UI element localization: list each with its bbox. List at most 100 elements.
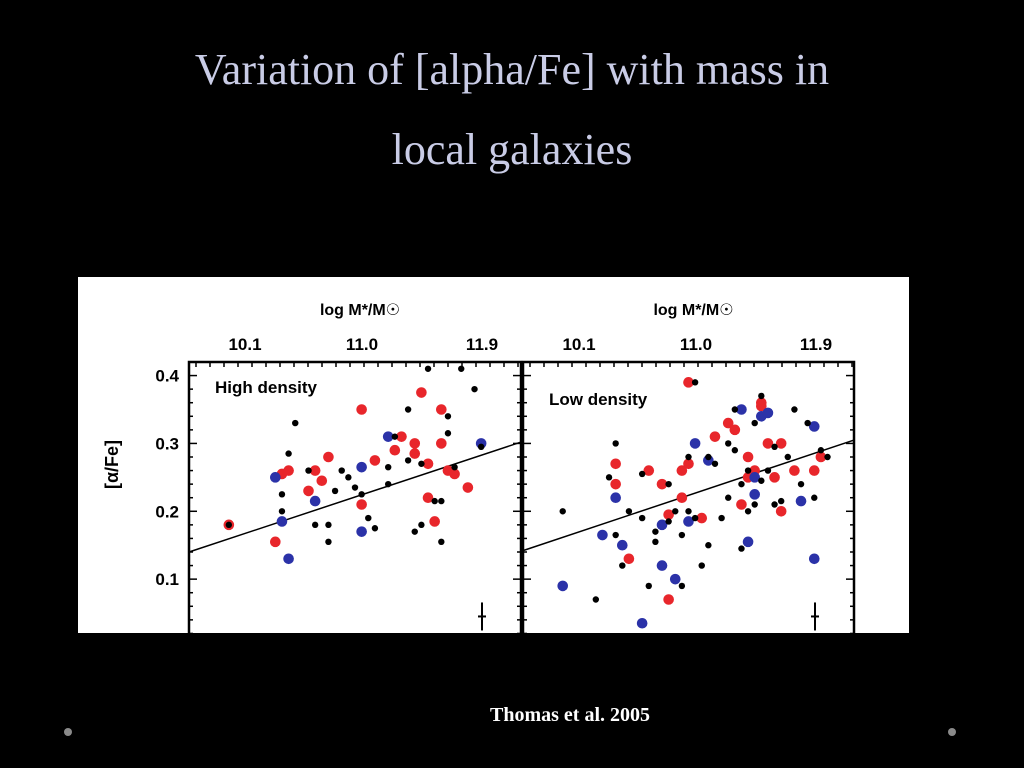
data-point-black bbox=[285, 450, 292, 457]
data-point-black bbox=[751, 419, 758, 427]
data-point-black bbox=[731, 406, 739, 413]
top-tick-label: 11.0 bbox=[680, 335, 712, 354]
data-point-black bbox=[777, 497, 785, 505]
data-point-red bbox=[656, 478, 668, 490]
data-point-black bbox=[691, 514, 699, 522]
data-point-black bbox=[385, 463, 392, 471]
data-point-black bbox=[817, 447, 825, 454]
top-tick-label: 10.1 bbox=[562, 335, 595, 354]
data-point-black bbox=[678, 531, 686, 539]
data-point-black bbox=[345, 474, 352, 481]
data-point-blue bbox=[610, 492, 621, 504]
data-point-red bbox=[422, 458, 434, 470]
data-point-black bbox=[278, 491, 286, 498]
data-point-black bbox=[358, 491, 365, 498]
data-point-red bbox=[676, 465, 688, 476]
data-point-red bbox=[643, 465, 655, 476]
data-point-black bbox=[784, 453, 791, 461]
data-point-black bbox=[804, 419, 811, 427]
data-point-blue bbox=[356, 526, 367, 537]
fit-line-2 bbox=[522, 439, 855, 552]
data-point-red bbox=[815, 451, 827, 463]
panel-label-1: High density bbox=[215, 378, 318, 397]
data-point-red bbox=[663, 509, 674, 520]
y-tick-label: 0.1 bbox=[155, 570, 179, 589]
data-point-black bbox=[451, 463, 458, 471]
data-point-blue bbox=[795, 495, 807, 507]
data-point-blue bbox=[689, 438, 701, 449]
data-point-red bbox=[309, 465, 321, 476]
data-point-black bbox=[411, 528, 418, 535]
data-point-blue bbox=[636, 617, 648, 629]
data-point-blue bbox=[762, 407, 774, 419]
data-point-black bbox=[711, 460, 719, 467]
data-point-red bbox=[462, 482, 474, 493]
data-point-blue bbox=[736, 404, 747, 415]
data-point-blue bbox=[742, 536, 754, 548]
data-point-black bbox=[471, 385, 478, 393]
data-point-black bbox=[685, 508, 692, 515]
data-point-blue bbox=[617, 539, 628, 551]
data-point-black bbox=[278, 508, 286, 515]
data-point-red bbox=[729, 424, 741, 436]
data-point-black bbox=[744, 467, 752, 474]
panel-frame-1 bbox=[187, 360, 523, 633]
data-point-red bbox=[683, 377, 694, 388]
data-point-black bbox=[678, 582, 686, 590]
data-point-blue bbox=[597, 529, 608, 541]
data-point-black bbox=[672, 508, 679, 515]
data-point-black bbox=[559, 508, 566, 515]
data-point-black bbox=[758, 392, 765, 400]
nav-dot-left[interactable] bbox=[64, 728, 72, 736]
data-point-red bbox=[356, 404, 367, 415]
data-point-black bbox=[612, 531, 619, 539]
data-point-red bbox=[775, 505, 787, 517]
data-point-red bbox=[449, 468, 460, 480]
panel-frame-2 bbox=[521, 360, 856, 633]
data-point-black bbox=[764, 467, 772, 474]
data-point-black bbox=[351, 484, 359, 491]
data-point-black bbox=[404, 457, 412, 464]
data-point-black bbox=[797, 480, 805, 488]
y-tick-label: 0.4 bbox=[155, 367, 179, 386]
data-point-red bbox=[409, 448, 421, 459]
data-point-red bbox=[389, 444, 401, 456]
data-point-red bbox=[369, 455, 381, 466]
data-point-black bbox=[705, 542, 712, 549]
top-tick-label: 11.9 bbox=[800, 335, 832, 354]
data-point-red bbox=[736, 499, 747, 510]
data-point-red bbox=[436, 438, 447, 449]
data-point-blue bbox=[270, 472, 281, 483]
data-point-blue bbox=[669, 573, 681, 585]
data-point-blue bbox=[283, 553, 294, 565]
citation: Thomas et al. 2005 bbox=[490, 704, 650, 726]
y-tick-label: 0.3 bbox=[155, 434, 179, 453]
slide-title: Variation of [alpha/Fe] with mass in loc… bbox=[60, 30, 964, 190]
data-point-black bbox=[811, 494, 818, 501]
data-point-black bbox=[225, 521, 233, 529]
data-point-black bbox=[325, 521, 332, 529]
nav-dot-right[interactable] bbox=[948, 728, 956, 736]
data-point-black bbox=[365, 514, 372, 522]
data-point-black bbox=[771, 501, 778, 508]
top-tick-label: 11.0 bbox=[346, 335, 378, 354]
y-tick-label: 0.2 bbox=[155, 502, 179, 521]
data-point-black bbox=[725, 494, 732, 501]
data-point-black bbox=[438, 538, 445, 546]
data-point-black bbox=[791, 406, 798, 413]
data-point-black bbox=[652, 538, 659, 546]
data-point-blue bbox=[557, 580, 569, 592]
data-point-black bbox=[718, 514, 725, 522]
data-point-black bbox=[331, 487, 339, 495]
data-point-black bbox=[731, 447, 739, 454]
data-point-black bbox=[418, 460, 425, 467]
slide-title-line-1: Variation of [alpha/Fe] with mass in bbox=[194, 45, 830, 94]
data-point-black bbox=[751, 501, 758, 508]
data-point-red bbox=[663, 594, 674, 605]
data-point-black bbox=[685, 453, 692, 461]
data-point-blue bbox=[656, 560, 668, 571]
panel-label-2: Low density bbox=[549, 390, 648, 409]
data-point-black bbox=[592, 596, 600, 603]
data-point-black bbox=[458, 365, 465, 372]
data-point-red bbox=[756, 400, 767, 412]
